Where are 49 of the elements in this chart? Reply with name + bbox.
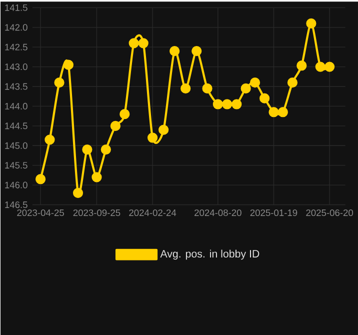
y-tick-label: 142.5 [5,44,28,50]
point [212,99,223,110]
point [54,77,64,88]
y-tick-label: 144.5 [5,122,28,130]
x-tick-label: 2023-04-25 [17,209,64,216]
y-tick-label: 143.5 [5,83,28,90]
point [296,60,307,71]
point [306,18,316,28]
point [240,83,251,94]
point [192,46,202,56]
y-tick-label: 141.5 [5,4,28,11]
y-tick-label: 146.5 [5,201,28,208]
point [222,99,232,110]
point [92,172,102,182]
point [82,144,92,155]
point [120,108,130,120]
point [268,106,279,118]
point [72,188,84,198]
point [232,99,242,110]
point [324,62,335,72]
point [170,46,180,56]
point [147,132,158,143]
y-tick-label: 143.0 [5,63,28,70]
legend-label: Avg. pos. in lobby ID [160,250,260,260]
x-tick-label: 2023-09-25 [73,209,120,216]
point [202,83,212,94]
x-tick-label: 2025-01-19 [250,209,298,216]
point [35,174,46,184]
point [315,62,326,72]
y-tick-label: 142.0 [5,24,28,31]
x-tick-label: 2024-02-24 [129,209,176,216]
y-tick-label: 145.5 [5,162,28,168]
y-tick-label: 146.0 [5,182,28,188]
y-tick-label: 145.0 [5,142,28,149]
point [180,83,191,94]
point [158,124,169,135]
point [44,134,55,145]
point [128,38,139,48]
point [138,38,148,48]
point [110,120,121,131]
y-tick-label: 144.0 [5,102,28,110]
point [63,60,74,70]
x-tick-label: 2025-06-20 [306,209,354,216]
point [278,106,288,118]
point [100,144,111,155]
point [260,93,270,104]
x-tick-label: 2024-08-20 [194,209,242,216]
point [250,77,260,88]
point [287,77,298,88]
